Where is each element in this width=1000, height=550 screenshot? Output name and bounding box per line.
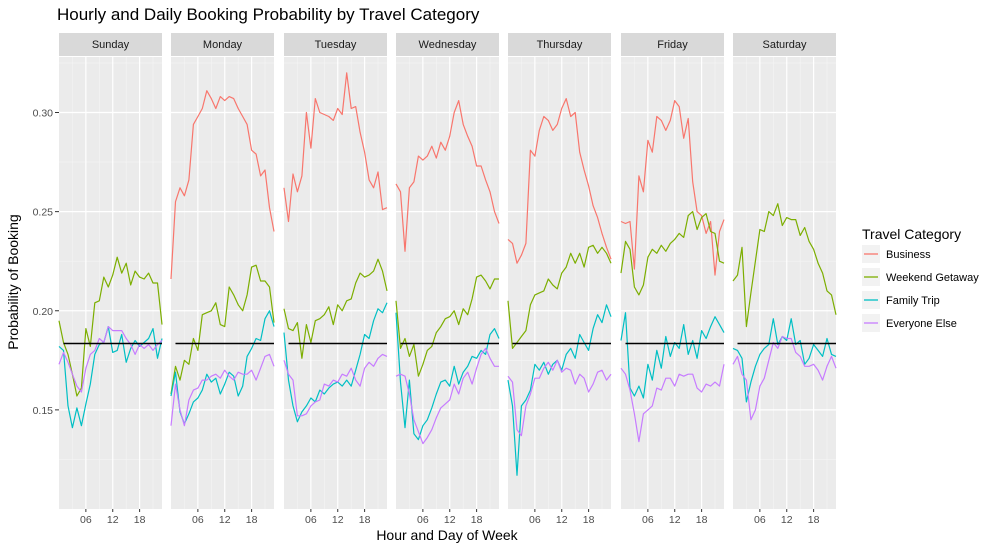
facet-strip-label: Saturday	[762, 39, 807, 51]
y-axis: 0.15 0.20 0.25 0.30	[33, 108, 59, 417]
series-line-weekend-getaway	[58, 256, 163, 397]
facet-strip-label: Friday	[657, 39, 688, 51]
x-tick-label: 06	[192, 514, 204, 526]
series-line-family-trip	[732, 318, 837, 403]
facet-strip	[171, 33, 274, 56]
y-tick-label: 0.15	[33, 405, 54, 417]
series-line-weekend-getaway	[507, 244, 612, 349]
legend-label: Weekend Getaway	[886, 272, 979, 284]
x-tick-label: 06	[754, 514, 766, 526]
legend: Travel Category Business Weekend Getaway F…	[862, 226, 979, 332]
y-tick-label: 0.30	[33, 108, 54, 120]
x-tick-label: 18	[246, 514, 258, 526]
y-tick-label: 0.20	[33, 306, 54, 318]
x-tick-label: 18	[359, 514, 371, 526]
x-tick-label: 18	[583, 514, 595, 526]
facet-panel-tuesday: Tuesday 06 12 18	[283, 33, 388, 526]
series-line-family-trip	[283, 302, 388, 423]
x-axis-title: Hour and Day of Week	[376, 527, 518, 543]
facet-strip	[508, 33, 611, 56]
x-tick-label: 06	[529, 514, 541, 526]
facet-strip-label: Wednesday	[419, 39, 477, 51]
series-line-weekend-getaway	[170, 264, 275, 395]
panel-background	[171, 57, 274, 509]
panel-background	[621, 57, 724, 509]
legend-item-everyone-else: Everyone Else	[862, 314, 957, 332]
y-axis-title: Probability of Booking	[5, 214, 21, 349]
x-tick-label: 06	[642, 514, 654, 526]
series-line-family-trip	[620, 312, 725, 399]
panel-background	[284, 57, 387, 509]
x-tick-label: 12	[444, 514, 456, 526]
legend-label: Family Trip	[886, 295, 940, 307]
facet-panel-wednesday: Wednesday 06 12 18	[395, 33, 500, 526]
facet-strip-label: Tuesday	[315, 39, 357, 51]
series-line-business	[620, 99, 725, 276]
legend-item-business: Business	[862, 245, 931, 263]
series-line-family-trip	[58, 326, 163, 429]
series-line-everyone-else	[507, 359, 612, 437]
facet-strip-label: Monday	[203, 39, 243, 51]
x-tick-label: 06	[417, 514, 429, 526]
facet-strip	[396, 33, 499, 56]
legend-label: Business	[886, 249, 931, 261]
facet-strip	[733, 33, 836, 56]
x-tick-label: 18	[696, 514, 708, 526]
x-tick-label: 18	[808, 514, 820, 526]
legend-item-family-trip: Family Trip	[862, 291, 940, 309]
series-line-everyone-else	[732, 335, 837, 421]
series-line-everyone-else	[170, 353, 275, 427]
series-line-everyone-else	[58, 326, 163, 393]
series-line-everyone-else	[283, 353, 388, 417]
x-tick-label: 12	[556, 514, 568, 526]
x-tick-label: 12	[107, 514, 119, 526]
x-tick-label: 18	[134, 514, 146, 526]
legend-title: Travel Category	[862, 226, 961, 242]
x-tick-label: 18	[471, 514, 483, 526]
series-line-everyone-else	[395, 347, 499, 445]
chart-title: Hourly and Daily Booking Probability by …	[57, 5, 480, 24]
series-line-everyone-else	[620, 364, 725, 443]
x-tick-label: 12	[219, 514, 231, 526]
series-line-family-trip	[395, 312, 500, 441]
x-tick-label: 12	[332, 514, 344, 526]
series-line-weekend-getaway	[395, 274, 499, 377]
series-line-business	[170, 90, 275, 280]
facet-panel-friday: Friday 06 12 18	[620, 33, 725, 526]
series-line-business	[395, 99, 500, 252]
facet-panel-sunday: Sunday 06 12 18	[58, 33, 163, 526]
facet-strip	[59, 33, 162, 56]
x-tick-label: 06	[305, 514, 317, 526]
facet-panel-thursday: Thursday 06 12 18	[507, 33, 612, 526]
series-line-weekend-getaway	[283, 258, 388, 359]
facet-panel-saturday: Saturday 06 12 18	[732, 33, 837, 526]
y-tick-label: 0.25	[33, 207, 54, 219]
series-line-business	[507, 97, 612, 264]
facet-strip	[284, 33, 387, 56]
x-tick-label: 12	[781, 514, 793, 526]
legend-item-weekend-getaway: Weekend Getaway	[862, 268, 979, 286]
facet-strip-label: Thursday	[537, 39, 583, 51]
x-tick-label: 12	[669, 514, 681, 526]
panel-background	[59, 57, 162, 509]
series-line-family-trip	[170, 310, 275, 425]
facet-strip-label: Sunday	[92, 39, 130, 51]
series-line-weekend-getaway	[732, 203, 837, 328]
facet-strip	[621, 33, 724, 56]
panel-background	[396, 57, 499, 509]
facet-panel-monday: Monday 06 12 18	[170, 33, 275, 526]
series-line-weekend-getaway	[620, 211, 725, 296]
legend-label: Everyone Else	[886, 318, 957, 330]
series-line-business	[283, 72, 388, 223]
x-tick-label: 06	[80, 514, 92, 526]
panel-background	[733, 57, 836, 509]
legend-items: Business Weekend Getaway Family Trip Everyo…	[862, 245, 979, 332]
